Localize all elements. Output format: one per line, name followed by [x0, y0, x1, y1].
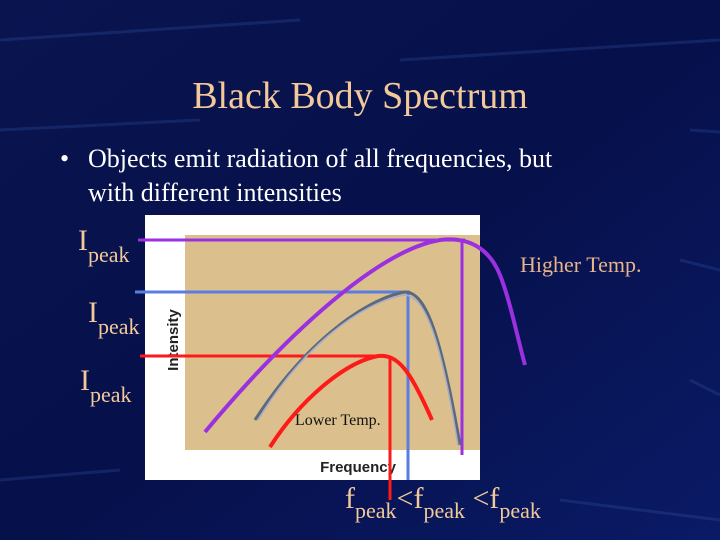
- ipeak-label: Ipeak: [88, 296, 140, 339]
- higher-label: Higher Temp.: [520, 252, 641, 277]
- bullet-line: with different intensities: [88, 178, 342, 207]
- ipeak-label: Ipeak: [80, 364, 132, 407]
- mid-curve-highlight: [257, 294, 459, 446]
- y-axis-label: Intensity: [165, 309, 182, 371]
- bullet-line: Objects emit radiation of all frequencie…: [88, 144, 553, 173]
- streaks: [0, 18, 720, 522]
- guides: [135, 238, 465, 500]
- title: Black Body Spectrum: [192, 75, 528, 117]
- ipeak-label: Ipeak: [78, 224, 130, 267]
- x-axis-label: Frequency: [320, 459, 397, 476]
- fpeak-labels: fpeak<fpeak <fpeak: [345, 482, 541, 523]
- mid-curve: [253, 290, 462, 446]
- higher-curve: [203, 237, 527, 434]
- lower-curve: [268, 353, 434, 449]
- bullet-marker: •: [60, 144, 69, 173]
- lower-label: Lower Temp.: [295, 412, 381, 429]
